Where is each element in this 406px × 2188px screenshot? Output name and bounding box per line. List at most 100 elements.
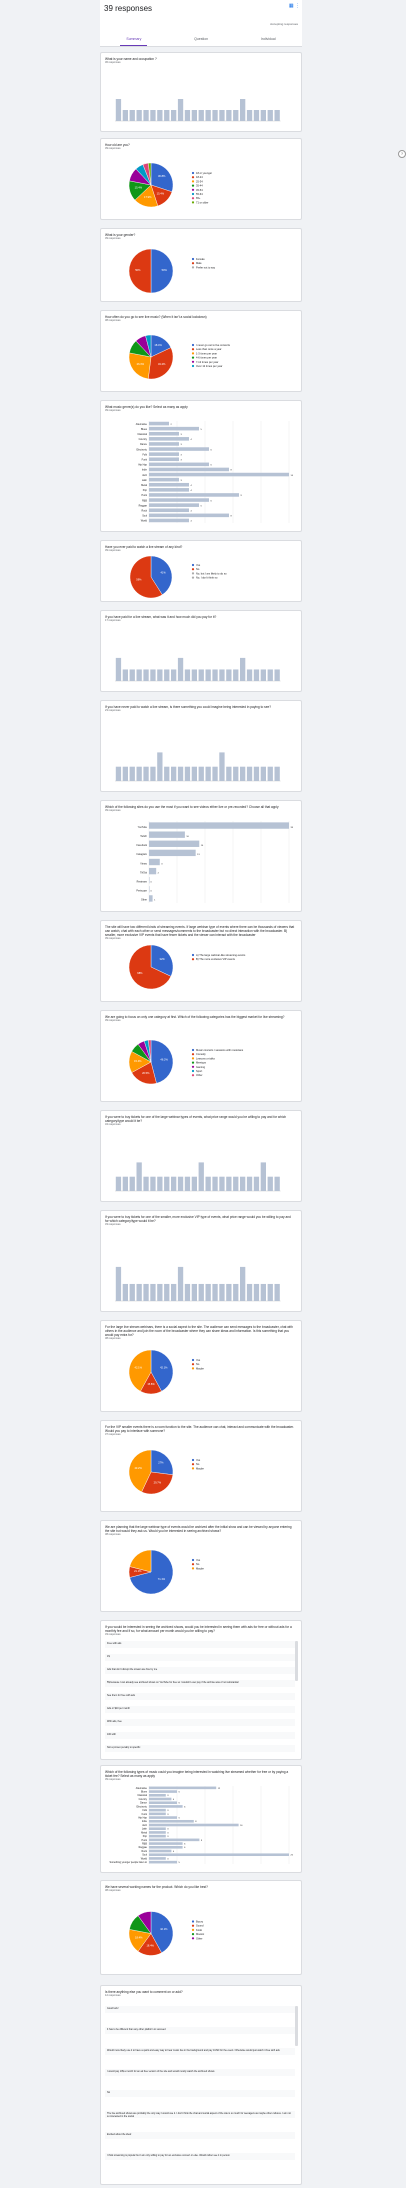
question-card: Have you ever paid to watch a live strea… bbox=[100, 540, 302, 602]
question-title: Which of the following sites do you use … bbox=[105, 805, 295, 813]
bar bbox=[184, 110, 191, 121]
legend-label: 71 or older bbox=[196, 200, 209, 204]
bar-value: 4 bbox=[191, 439, 193, 441]
bar bbox=[205, 1176, 211, 1191]
bar bbox=[253, 1176, 260, 1191]
bar bbox=[149, 447, 209, 451]
bar-value: 6 bbox=[184, 1806, 186, 1808]
bar bbox=[164, 766, 170, 781]
category-label: Vimeo bbox=[140, 862, 147, 865]
question-title: If you were to buy tickets for one of th… bbox=[105, 1215, 295, 1227]
category-label: Facebook bbox=[137, 844, 148, 847]
bar-value: 3 bbox=[167, 1814, 169, 1816]
question-card: What music genre(s) do you like? Select … bbox=[100, 400, 302, 532]
chart: Alternative 2 Blues 5 Classical 3 Country 4 Danc… bbox=[136, 421, 294, 523]
legend-label: No bbox=[196, 567, 200, 571]
bar bbox=[136, 1283, 142, 1301]
slice-label: 34.2% bbox=[158, 362, 166, 366]
slice-label: 42.1% bbox=[160, 1927, 168, 1931]
bar bbox=[122, 1283, 128, 1301]
slice-label: 42.1% bbox=[135, 1366, 143, 1370]
bar bbox=[149, 1793, 166, 1797]
bar bbox=[149, 421, 169, 426]
question-title: The site will have two different kinds o… bbox=[105, 925, 295, 940]
text-response: 100 with bbox=[105, 1732, 295, 1739]
accepting-responses-toggle[interactable]: Accepting responses bbox=[270, 22, 298, 26]
category-label: Funk bbox=[142, 459, 148, 462]
bar bbox=[274, 110, 280, 121]
bar-value: 14 bbox=[201, 845, 204, 847]
legend-label: 25-34 bbox=[196, 179, 203, 183]
tab-individual[interactable]: Individual bbox=[260, 37, 276, 41]
response-count: 39 responses bbox=[105, 937, 121, 940]
slice-label: 15.8% bbox=[147, 1382, 155, 1386]
category-label: Indie bbox=[142, 469, 148, 472]
legend-label: 18-24 bbox=[196, 175, 203, 179]
scrollbar[interactable] bbox=[295, 1641, 298, 1681]
tab-summary[interactable]: Summary bbox=[120, 34, 148, 46]
category-label: R&B bbox=[142, 499, 147, 502]
pie-slice bbox=[150, 1039, 174, 1084]
help-icon[interactable]: ? bbox=[398, 150, 406, 158]
category-label: Dance bbox=[140, 1802, 148, 1805]
bar-value: 5 bbox=[179, 1862, 181, 1864]
bar bbox=[115, 1176, 122, 1191]
bar bbox=[219, 752, 225, 781]
slice-label: 29.7% bbox=[154, 1481, 162, 1485]
legend-label: Other bbox=[196, 1073, 203, 1077]
bar bbox=[149, 1838, 200, 1842]
bar bbox=[149, 1834, 166, 1838]
legend-label: Yes bbox=[196, 1558, 201, 1562]
page-title: 39 responses bbox=[104, 4, 153, 13]
bar-value: 3 bbox=[167, 1858, 169, 1860]
question-card: If you have paid for a live stream, what… bbox=[100, 610, 302, 692]
bar bbox=[149, 1823, 239, 1827]
question-title: What music genre(s) do you like? Select … bbox=[105, 405, 295, 413]
legend-label: I never go out to live concerts bbox=[196, 343, 231, 347]
chart bbox=[115, 657, 281, 682]
bar bbox=[164, 669, 170, 681]
category-label: Metal bbox=[141, 1831, 147, 1834]
legend-swatch bbox=[191, 1074, 195, 1077]
pie-slice bbox=[150, 1449, 174, 1475]
chart bbox=[115, 99, 281, 122]
responses-panel: 39 responses ▦ ⋮ Accepting responses Sum… bbox=[100, 0, 302, 2185]
legend-swatch bbox=[191, 1920, 195, 1923]
question-card: Is there anything else you want to comme… bbox=[100, 1985, 302, 2185]
legend-label: Buzzy bbox=[196, 1920, 204, 1924]
category-label: Blues bbox=[141, 428, 148, 431]
bar bbox=[143, 110, 149, 121]
header: 39 responses ▦ ⋮ Accepting responses Sum… bbox=[100, 0, 302, 47]
bar bbox=[233, 669, 239, 681]
slice-label: 15.4% bbox=[135, 186, 143, 190]
bar bbox=[149, 1831, 166, 1834]
slice-label: 50% bbox=[162, 268, 168, 272]
slice-label: 20.5% bbox=[142, 1071, 150, 1075]
question-card: If you were to buy tickets for one of th… bbox=[100, 1210, 302, 1312]
sheets-icon[interactable]: ▦ ⋮ bbox=[288, 3, 300, 9]
text-response: The live archived shows are probably the… bbox=[105, 2111, 295, 2118]
bar-value: 3 bbox=[167, 1832, 169, 1834]
category-label: Country bbox=[139, 438, 148, 441]
bar bbox=[149, 1816, 177, 1819]
chart bbox=[115, 1266, 281, 1302]
category-label: TikTok bbox=[140, 871, 148, 874]
category-label: Instagram bbox=[136, 853, 147, 856]
bar-value: 39 bbox=[291, 827, 294, 829]
legend-swatch bbox=[191, 1933, 195, 1936]
scrollbar[interactable] bbox=[295, 2006, 298, 2046]
category-label: Dance bbox=[140, 443, 148, 446]
category-label: World bbox=[141, 1857, 148, 1860]
slice-label: 18.4% bbox=[146, 1944, 154, 1948]
legend-swatch bbox=[191, 364, 195, 368]
bar-value: 3 bbox=[167, 1829, 169, 1831]
pie-slice bbox=[145, 334, 152, 358]
category-label: World bbox=[141, 520, 148, 523]
bar bbox=[226, 1283, 232, 1301]
bar-value: 6 bbox=[184, 1844, 186, 1846]
category-label: Other bbox=[141, 899, 147, 902]
legend-swatch bbox=[191, 953, 195, 957]
tab-question[interactable]: Question bbox=[194, 37, 209, 41]
bar bbox=[122, 766, 128, 781]
question-card: If you were to buy tickets for one of th… bbox=[100, 1110, 302, 1202]
